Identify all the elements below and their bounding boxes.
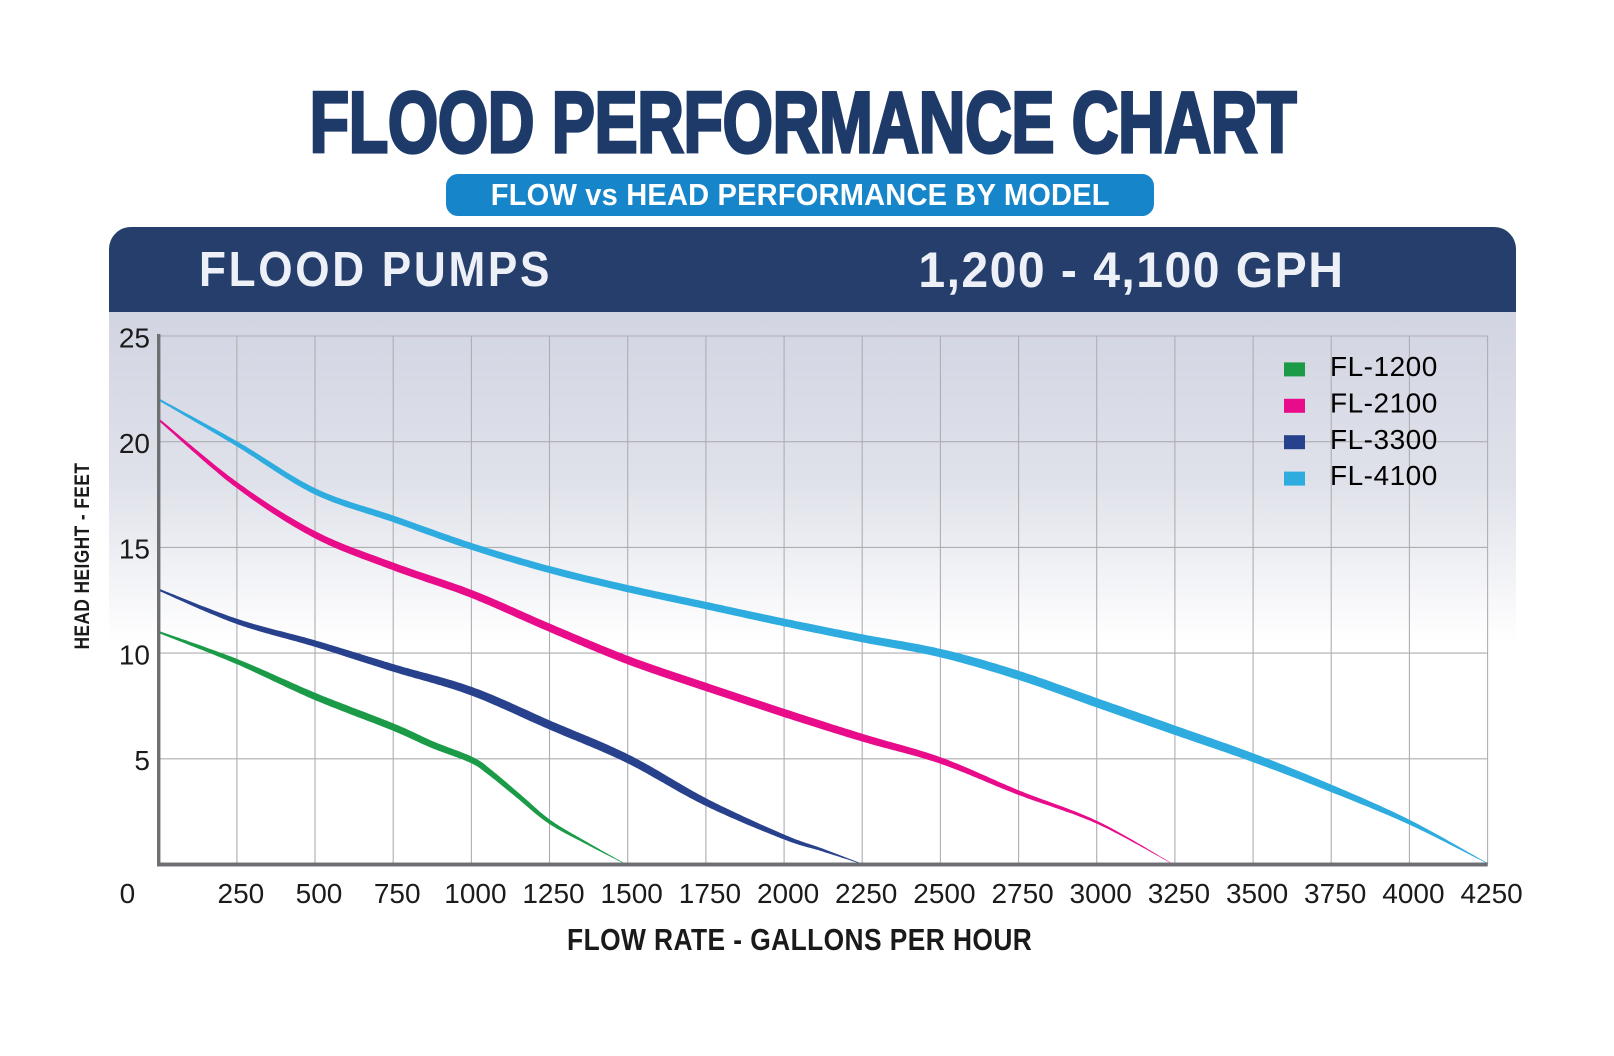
svg-text:3000: 3000 (1070, 878, 1132, 909)
svg-text:3250: 3250 (1148, 878, 1210, 909)
svg-text:FL-1200: FL-1200 (1330, 351, 1438, 382)
svg-text:25: 25 (119, 322, 150, 353)
svg-text:3750: 3750 (1304, 878, 1366, 909)
svg-text:10: 10 (119, 639, 150, 670)
svg-text:1750: 1750 (679, 878, 741, 909)
svg-text:2750: 2750 (991, 878, 1053, 909)
svg-text:3500: 3500 (1226, 878, 1288, 909)
svg-text:2250: 2250 (835, 878, 897, 909)
svg-text:5: 5 (134, 745, 150, 776)
svg-text:1500: 1500 (601, 878, 663, 909)
svg-text:15: 15 (119, 534, 150, 565)
svg-text:1250: 1250 (522, 878, 584, 909)
svg-text:2500: 2500 (913, 878, 975, 909)
svg-text:FL-2100: FL-2100 (1330, 387, 1438, 418)
svg-text:4250: 4250 (1460, 878, 1522, 909)
svg-text:20: 20 (119, 428, 150, 459)
svg-text:250: 250 (218, 878, 265, 909)
svg-text:0: 0 (120, 878, 136, 909)
svg-text:FL-4100: FL-4100 (1330, 460, 1438, 491)
svg-text:1000: 1000 (444, 878, 506, 909)
svg-text:500: 500 (296, 878, 343, 909)
svg-text:4000: 4000 (1382, 878, 1444, 909)
svg-text:750: 750 (374, 878, 421, 909)
svg-text:FL-3300: FL-3300 (1330, 424, 1438, 455)
svg-text:2000: 2000 (757, 878, 819, 909)
